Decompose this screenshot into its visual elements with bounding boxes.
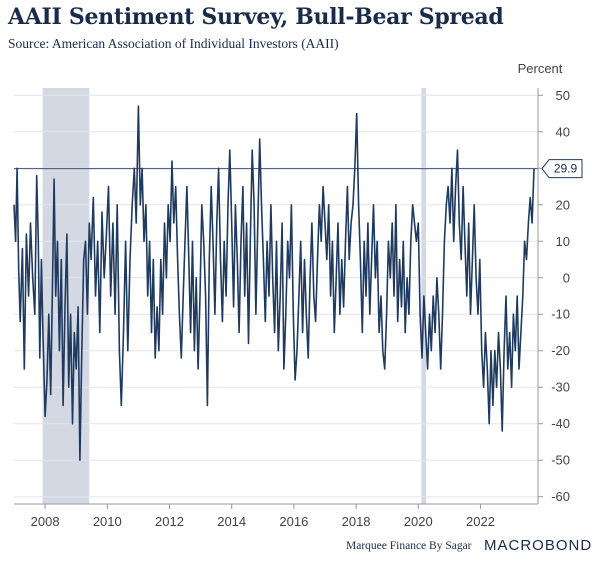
last-value-label: 29.9 [554, 162, 578, 176]
x-tick-label: 2022 [466, 514, 495, 529]
y-tick-label: 50 [556, 88, 570, 103]
y-tick-label: 10 [556, 234, 570, 249]
footer-brand: MACROBOND [484, 537, 592, 554]
y-tick-label: 20 [556, 197, 570, 212]
y-tick-label: -10 [551, 307, 570, 322]
y-tick-label: -50 [551, 453, 570, 468]
last-value-callout: 29.9 [541, 159, 583, 179]
x-tick-label: 2018 [342, 514, 371, 529]
x-tick-label: 2008 [31, 514, 60, 529]
y-tick-label: 40 [556, 124, 570, 139]
y-tick-label: -30 [551, 380, 570, 395]
x-tick-label: 2012 [155, 514, 184, 529]
axes [14, 88, 539, 505]
y-tick-label: -40 [551, 416, 570, 431]
footer-credit: Marquee Finance By Sagar [346, 540, 472, 552]
last-value-box [541, 159, 583, 179]
x-tick-label: 2010 [93, 514, 122, 529]
y-axis-unit-label: Percent [518, 61, 563, 76]
x-tick-label: 2014 [217, 514, 246, 529]
y-tick-label: -60 [551, 489, 570, 504]
y-axis-ticks: 50403020100-10-20-30-40-50-60 [538, 88, 570, 504]
y-tick-label: -20 [551, 343, 570, 358]
y-tick-label: 0 [563, 270, 570, 285]
x-tick-label: 2020 [404, 514, 433, 529]
chart-subtitle: Source: American Association of Individu… [8, 36, 339, 51]
x-tick-label: 2016 [279, 514, 308, 529]
chart-title: AAII Sentiment Survey, Bull-Bear Spread [8, 4, 504, 30]
x-axis-ticks: 2008 2010 2012 2014 2016 2018 2020 2022 [31, 504, 495, 529]
series-line [13, 105, 535, 461]
